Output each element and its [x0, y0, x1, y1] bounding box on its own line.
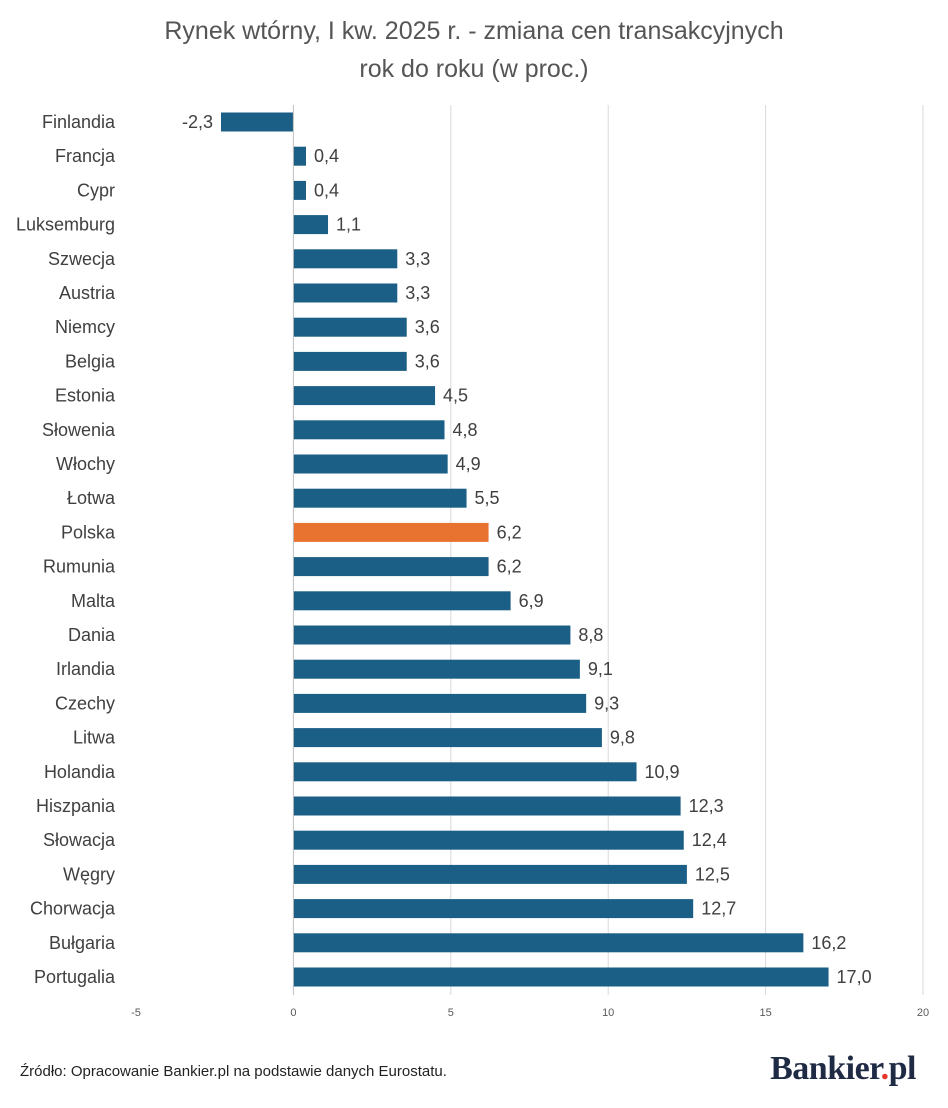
data-label: 4,8: [453, 420, 478, 440]
logo-dot: .: [880, 1050, 890, 1087]
category-label: Holandia: [44, 762, 116, 782]
bar: [293, 420, 445, 440]
x-tick-label: 5: [448, 1007, 454, 1019]
data-label: 4,5: [443, 386, 468, 406]
bar: [293, 215, 329, 235]
bar: [293, 454, 448, 474]
data-label: 12,5: [695, 864, 730, 884]
category-label: Rumunia: [43, 557, 116, 577]
bar-chart: -5 0 5 10 15 20 Finlandia -2,3 Francja 0,4 Cypr 0,4…: [16, 105, 929, 1019]
category-label: Luksemburg: [16, 215, 115, 235]
category-label: Hiszpania: [36, 796, 116, 816]
data-label: 12,3: [689, 796, 724, 816]
bar: [293, 283, 398, 303]
data-label: 9,3: [594, 693, 619, 713]
category-label: Szwecja: [48, 249, 116, 269]
data-label: 3,6: [415, 351, 440, 371]
bar: [293, 728, 602, 748]
data-label: 3,6: [415, 317, 440, 337]
bar: [293, 899, 694, 919]
bar: [293, 146, 306, 166]
category-label: Estonia: [55, 386, 116, 406]
data-label: 9,8: [610, 728, 635, 748]
bar: [293, 522, 489, 542]
bar: [293, 488, 467, 508]
bar: [293, 317, 407, 337]
data-label: 4,9: [456, 454, 481, 474]
data-label: 6,2: [497, 522, 522, 542]
x-tick-label: 10: [602, 1007, 614, 1019]
category-label: Belgia: [65, 351, 116, 371]
data-label: 6,9: [519, 591, 544, 611]
category-label: Słowenia: [42, 420, 116, 440]
category-label: Dania: [68, 625, 116, 645]
data-label: 3,3: [405, 283, 430, 303]
bar: [293, 591, 511, 611]
bar: [293, 351, 407, 371]
bar: [293, 557, 489, 577]
chart-title-line-1: Rynek wtórny, I kw. 2025 r. - zmiana cen…: [164, 17, 784, 45]
bar: [293, 625, 571, 645]
category-label: Litwa: [73, 728, 116, 748]
bankier-logo: Bankier.pl: [770, 1050, 916, 1088]
x-tick-label: 15: [759, 1007, 771, 1019]
category-label: Czechy: [55, 693, 115, 713]
x-tick-label: -5: [131, 1007, 141, 1019]
category-label: Malta: [71, 591, 116, 611]
data-label: 17,0: [837, 967, 872, 987]
category-label: Niemcy: [55, 317, 115, 337]
bar: [293, 693, 587, 713]
category-label: Portugalia: [34, 967, 116, 987]
bar: [293, 762, 637, 782]
bar: [293, 659, 580, 679]
chart-title: Rynek wtórny, I kw. 2025 r. - zmiana cen…: [0, 12, 948, 88]
source-note: Źródło: Opracowanie Bankier.pl na podsta…: [20, 1063, 447, 1080]
category-label: Francja: [55, 146, 116, 166]
data-label: 12,7: [701, 899, 736, 919]
bar: [293, 249, 398, 269]
data-label: -2,3: [182, 112, 213, 132]
data-label: 6,2: [497, 557, 522, 577]
data-label: 1,1: [336, 215, 361, 235]
bar: [293, 864, 687, 884]
bar: [293, 180, 306, 200]
category-label: Cypr: [77, 180, 115, 200]
category-label: Polska: [61, 522, 116, 542]
category-label: Finlandia: [42, 112, 116, 132]
bar: [293, 830, 684, 850]
category-label: Bułgaria: [49, 933, 116, 953]
category-label: Włochy: [56, 454, 115, 474]
data-label: 8,8: [578, 625, 603, 645]
category-label: Słowacja: [43, 830, 116, 850]
data-label: 0,4: [314, 146, 339, 166]
category-label: Irlandia: [56, 659, 116, 679]
data-label: 12,4: [692, 830, 727, 850]
data-label: 9,1: [588, 659, 613, 679]
category-label: Chorwacja: [30, 899, 116, 919]
bar: [293, 933, 804, 953]
bar: [293, 967, 829, 987]
data-label: 0,4: [314, 180, 339, 200]
category-label: Łotwa: [67, 488, 116, 508]
bar: [293, 796, 681, 816]
category-label: Węgry: [63, 864, 115, 884]
bar: [220, 112, 294, 132]
bar: [293, 386, 436, 406]
x-tick-label: 20: [917, 1007, 929, 1019]
data-label: 10,9: [645, 762, 680, 782]
chart-title-line-2: rok do roku (w proc.): [359, 55, 589, 83]
data-label: 3,3: [405, 249, 430, 269]
category-label: Austria: [59, 283, 116, 303]
data-label: 16,2: [811, 933, 846, 953]
data-label: 5,5: [475, 488, 500, 508]
x-tick-label: 0: [290, 1007, 296, 1019]
logo-main: Bankier: [770, 1050, 881, 1087]
logo-suffix: pl: [888, 1050, 917, 1087]
